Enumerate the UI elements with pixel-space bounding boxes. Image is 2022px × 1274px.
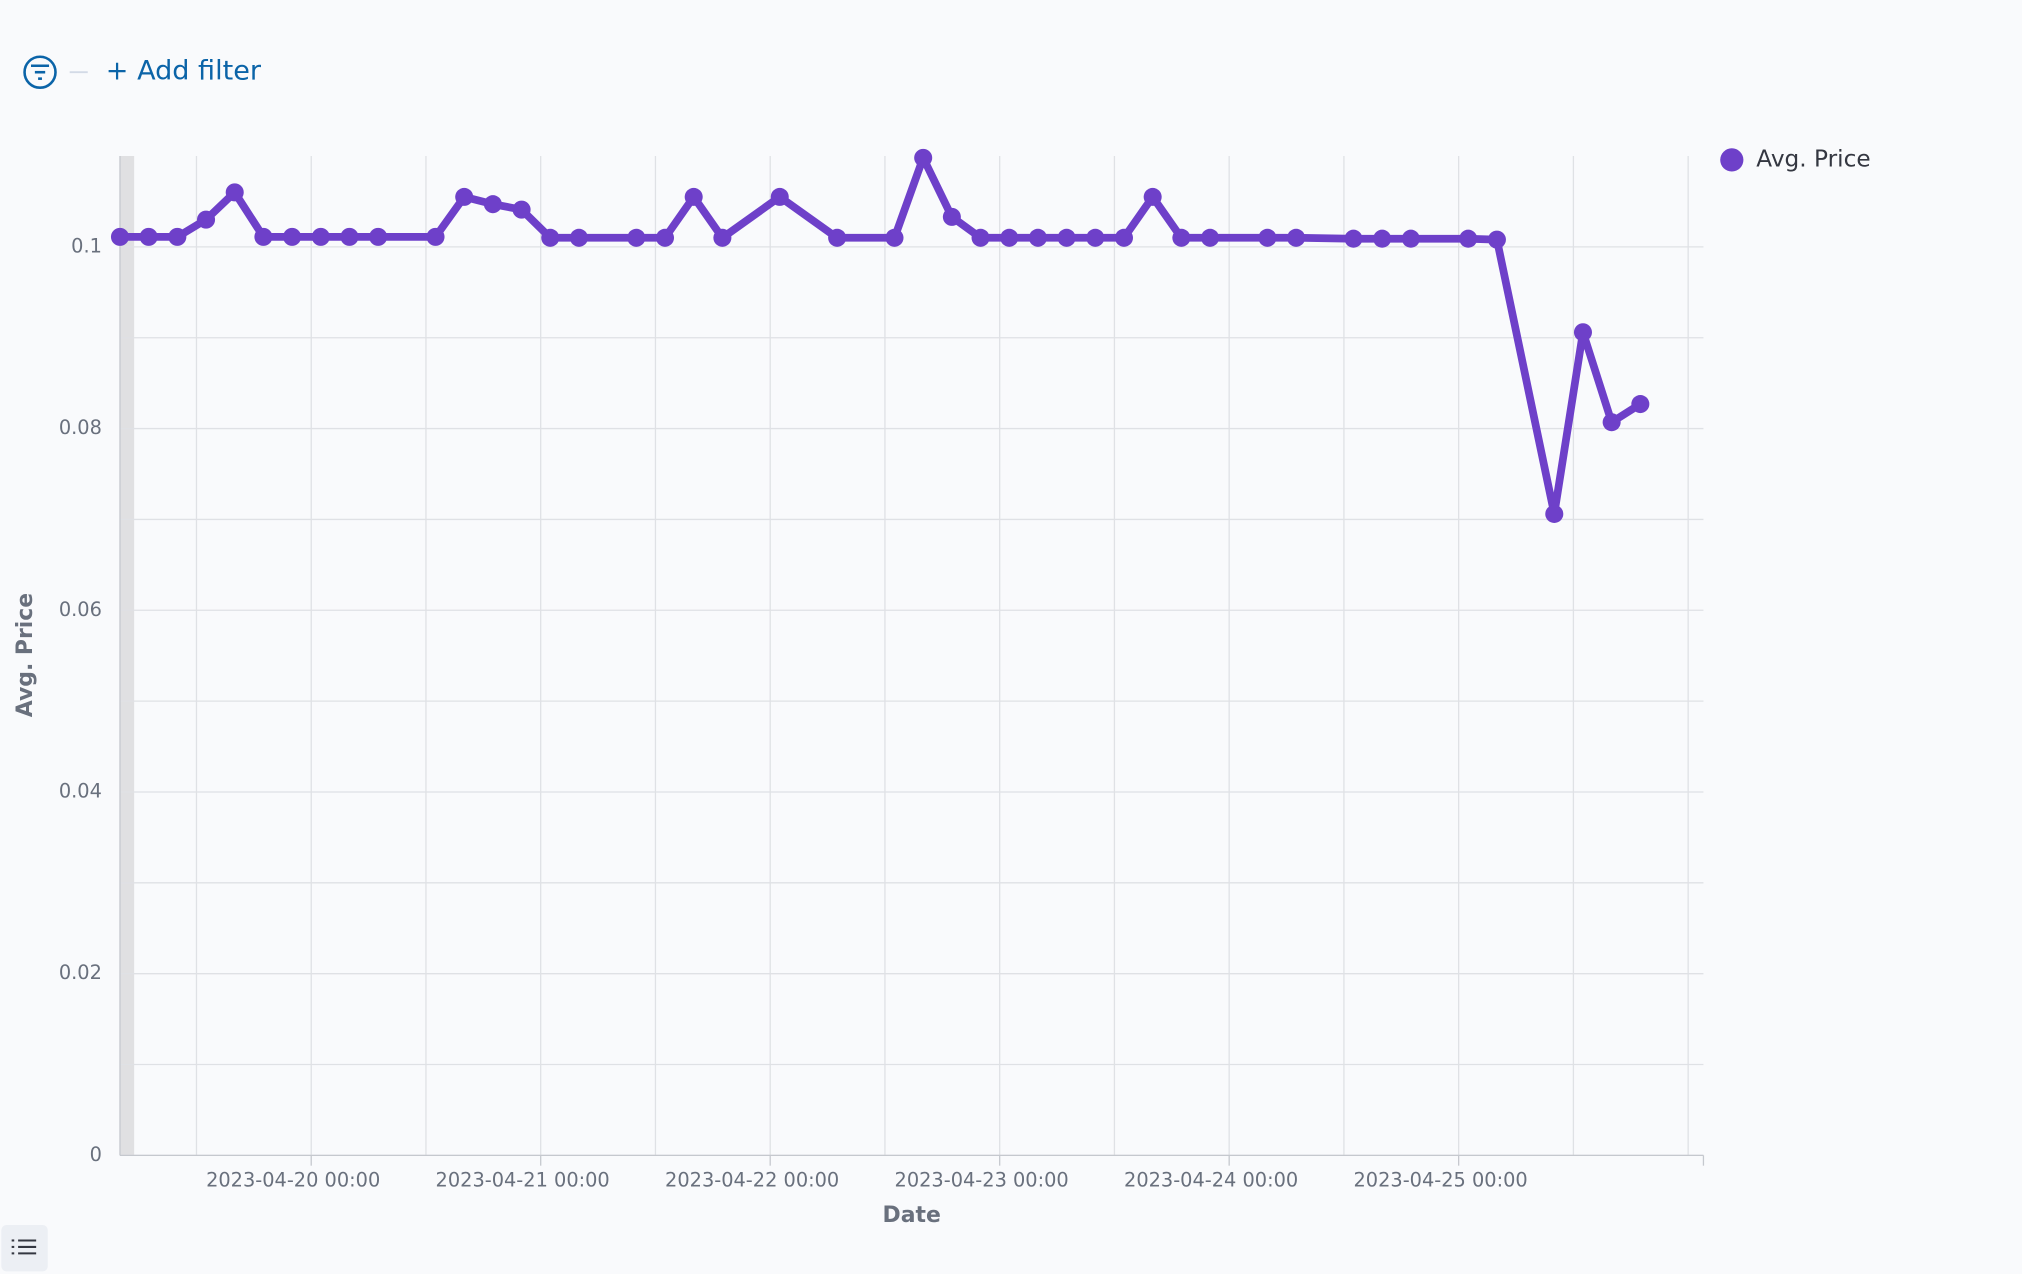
point [512,200,531,219]
y-tick-label: 0.06 [59,598,102,621]
legend-marker [1720,148,1744,172]
point [1086,228,1105,247]
point [971,228,990,247]
y-tick-label: 0.08 [59,416,102,439]
y-axis-title: Avg. Price [13,593,38,717]
point [1114,228,1134,247]
point [655,228,675,247]
filter-icon[interactable] [23,55,57,89]
point [1459,229,1478,248]
y-tick-label: 0.1 [71,234,102,257]
x-tick-label: 2023-04-23 00:00 [895,1169,1069,1192]
point [1000,228,1019,247]
point [1143,187,1162,206]
point [483,195,502,214]
point [684,187,703,206]
y-tick-label: 0 [90,1143,102,1166]
list-icon [11,1239,37,1255]
point [1287,228,1306,247]
x-tick-label: 2023-04-24 00:00 [1124,1169,1298,1192]
point [914,148,933,167]
point [942,207,961,226]
point [713,228,732,247]
x-tick-label: 2023-04-25 00:00 [1354,1169,1528,1192]
point [1631,395,1650,414]
x-tick-label: 2023-04-20 00:00 [206,1169,380,1192]
point [569,228,588,247]
point [1344,229,1363,248]
point [139,227,158,246]
point [110,227,129,246]
point [225,183,244,202]
point [627,228,646,247]
point [311,227,330,246]
x-tick-label: 2023-04-22 00:00 [665,1169,839,1192]
filter-icon-ring [23,55,57,89]
point [1573,323,1592,342]
x-tick-label: 2023-04-21 00:00 [436,1169,610,1192]
point [455,187,474,206]
point [770,187,789,206]
point [1401,229,1420,248]
y-tick-label: 0.04 [59,779,102,802]
point [828,228,847,247]
partial-bucket [119,156,135,1156]
point [168,227,187,246]
plot: 0 0.02 0.04 0.06 0.08 0.1 2023-04-20 00:00 2023… [13,145,1871,1228]
point [885,228,904,247]
point [1373,229,1392,248]
point [1487,230,1506,249]
point [1201,228,1220,247]
legend-label: Avg. Price [1756,145,1870,172]
point [1258,228,1277,247]
x-axis-title: Date [883,1203,941,1228]
point [369,227,388,246]
y-tick-label: 0.02 [59,961,102,984]
point [254,227,273,246]
point [426,227,445,246]
add-filter[interactable]: + Add filter [106,56,262,87]
point [541,228,560,247]
point [283,227,302,246]
legend-toggle[interactable] [1,1225,48,1272]
point [197,210,216,229]
point [340,227,359,246]
point [1602,413,1621,432]
point [1057,228,1076,247]
point [1172,228,1191,247]
point [1545,504,1564,523]
point [1028,228,1047,247]
